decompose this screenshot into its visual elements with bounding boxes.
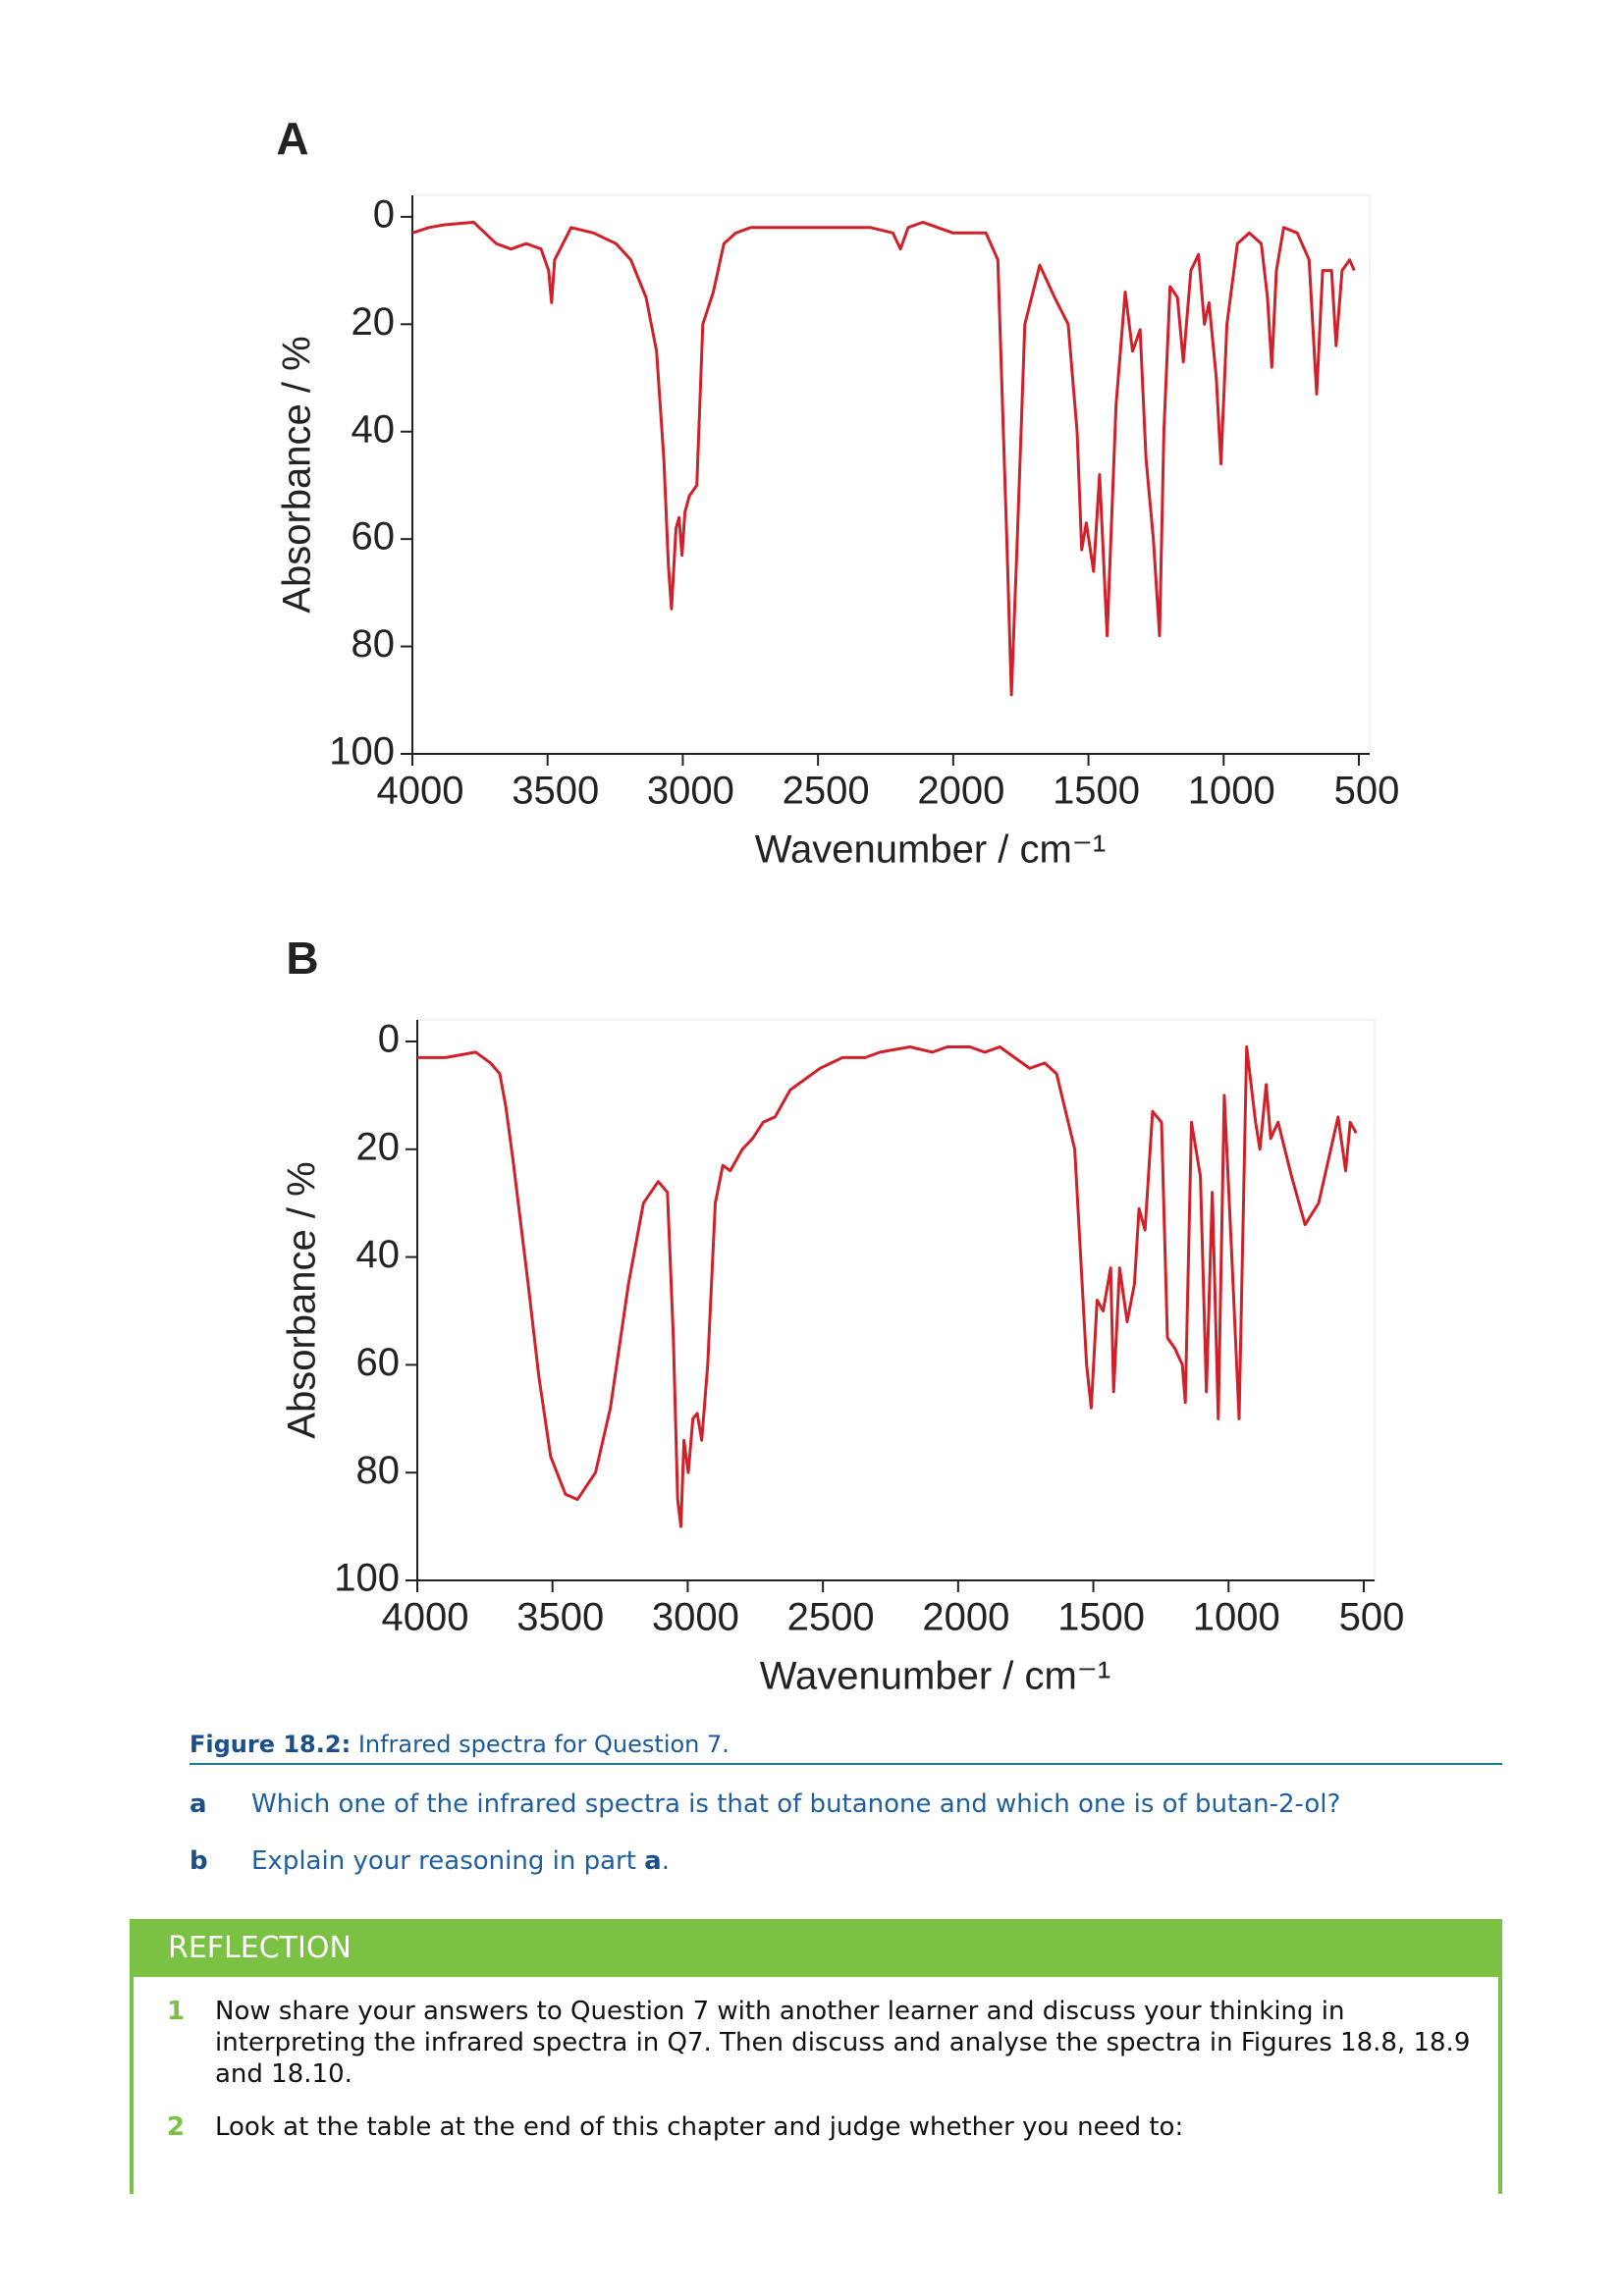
x-tick-label: 3000 [647,770,734,813]
question-text: Which one of the infrared spectra is tha… [251,1789,1340,1819]
item-text: Look at the table at the end of this cha… [215,2112,1184,2142]
figure-label: Figure 18.2: [189,1731,352,1758]
y-tick-label: 20 [356,1125,401,1168]
question-text: Explain your reasoning in part a. [251,1846,670,1876]
y-tick-label: 100 [329,730,395,774]
question-letter: a [189,1789,207,1819]
question-letter: b [189,1846,208,1876]
item-number: 2 [167,2112,186,2142]
y-tick-label: 0 [373,192,395,236]
y-tick-label: 60 [356,1341,401,1384]
x-tick-label: 2500 [787,1596,875,1639]
y-axis-label: Absorbance / % [281,1161,324,1438]
y-tick-label: 80 [356,1449,401,1492]
y-tick-label: 20 [352,300,396,344]
figure-caption: Figure 18.2: Infrared spectra for Questi… [189,1731,730,1758]
y-tick-label: 80 [352,622,396,666]
x-tick-label: 2500 [783,770,870,813]
reflection-header: REFLECTION [134,1919,1498,1977]
divider [189,1763,1502,1765]
x-tick-label: 1500 [1057,1596,1145,1639]
x-axis-label: Wavenumber / cm⁻¹ [755,828,1106,872]
x-tick-label: 3000 [652,1596,739,1639]
x-tick-label: 2000 [922,1596,1009,1639]
y-tick-label: 40 [356,1233,401,1276]
y-axis-label: Absorbance / % [276,336,319,613]
x-tick-label: 2000 [917,770,1004,813]
x-tick-label: 1500 [1053,770,1140,813]
text-run: Which one of the infrared spectra is tha… [251,1789,1341,1819]
x-tick-label: 4000 [377,770,464,813]
plot-frame [411,194,1371,755]
x-tick-label: 500 [1334,770,1400,813]
x-axis-label: Wavenumber / cm⁻¹ [760,1655,1110,1698]
text-run: . [661,1846,670,1876]
x-tick-label: 500 [1339,1596,1405,1639]
chart-title: A [276,113,308,164]
text-run-bold: a [644,1846,662,1876]
x-tick-label: 1000 [1188,770,1275,813]
item-number: 1 [167,1997,186,2026]
text-run: Explain your reasoning in part [251,1846,645,1876]
x-tick-label: 4000 [382,1596,469,1639]
spectrum-line [417,1045,1358,1528]
reflection-box: REFLECTION 1 Now share your answers to Q… [130,1919,1502,2194]
y-tick-label: 40 [352,407,396,451]
figure-text: Infrared spectra for Question 7. [357,1731,730,1758]
spectrum-line [411,220,1356,697]
y-tick-label: 100 [334,1557,400,1600]
x-tick-label: 1000 [1193,1596,1280,1639]
y-tick-label: 0 [378,1018,400,1061]
plot-frame [416,1019,1376,1581]
y-tick-label: 60 [352,515,396,559]
item-text: Now share your answers to Question 7 wit… [215,1997,1471,2089]
chart-title: B [286,933,318,984]
x-tick-label: 3500 [516,1596,604,1639]
x-tick-label: 3500 [512,770,599,813]
